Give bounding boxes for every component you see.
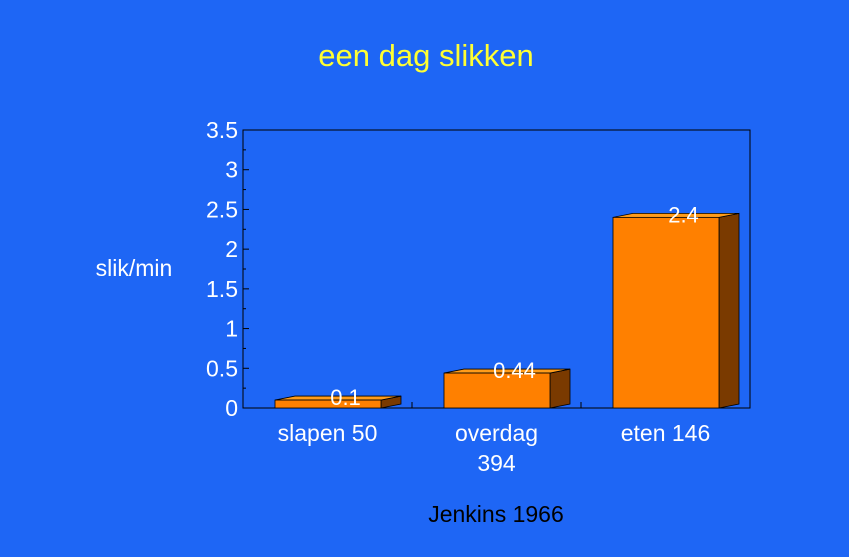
- bar-side: [718, 212, 740, 409]
- chart-title: een dag slikken: [318, 38, 533, 73]
- data-label: 2.4: [668, 202, 699, 227]
- y-tick-label: 0: [225, 395, 238, 421]
- y-tick-label: 2.5: [206, 196, 238, 222]
- y-axis-label: slik/min: [96, 255, 173, 281]
- source-citation: Jenkins 1966: [428, 501, 564, 527]
- x-tick-label: eten 146: [621, 420, 711, 446]
- bar: [612, 216, 720, 409]
- y-tick-label: 3.5: [206, 117, 238, 143]
- y-tick-label: 2: [225, 236, 238, 262]
- x-tick-label: overdag: [455, 420, 538, 446]
- y-tick-label: 3: [225, 157, 238, 183]
- bar-side: [549, 368, 571, 409]
- data-label: 0.1: [330, 385, 361, 410]
- bar: [443, 372, 551, 409]
- x-tick-label: 394: [477, 450, 516, 476]
- y-tick-label: 1: [225, 316, 238, 342]
- data-label: 0.44: [493, 358, 536, 383]
- plot-area: 0 0.5 1 1.5 2 2.5 3 3.5 0.1 slapen 50 0.44 overdag 3…: [206, 117, 751, 476]
- y-tick-label: 0.5: [206, 355, 238, 381]
- x-tick-label: slapen 50: [278, 420, 378, 446]
- y-tick-label: 1.5: [206, 276, 238, 302]
- bar: [274, 399, 382, 409]
